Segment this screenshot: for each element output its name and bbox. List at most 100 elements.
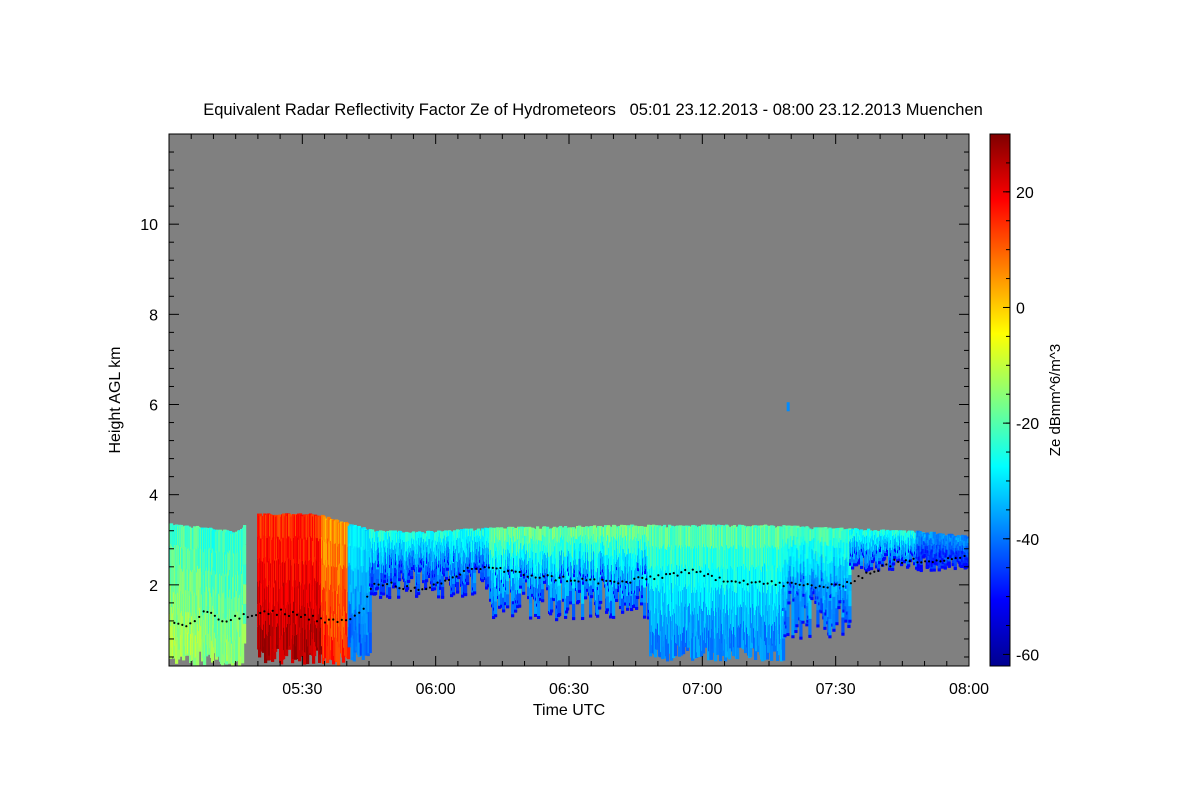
echo-cell (398, 563, 402, 572)
echo-cell (388, 565, 392, 577)
echo-cell (898, 550, 902, 556)
echo-cell (786, 598, 790, 617)
echo-edge-cell (624, 602, 628, 606)
echo-cell (502, 597, 506, 612)
echo-cell (828, 600, 832, 620)
echo-edge-cell (900, 563, 904, 567)
echo-cell (786, 616, 790, 636)
echo-cell (235, 639, 239, 661)
echo-cell (808, 600, 812, 619)
echo-edge-cell (529, 616, 533, 620)
echo-edge-cell (562, 598, 566, 602)
echo-cell (916, 557, 920, 564)
echo-edge-cell (795, 624, 799, 628)
echo-cell (697, 635, 701, 658)
echo-cell (891, 563, 895, 570)
echo-cell (572, 603, 576, 620)
echo-edge-cell (794, 630, 798, 634)
echo-edge-cell (422, 580, 426, 584)
echo-edge-cell (417, 592, 421, 596)
echo-cell (473, 583, 477, 594)
echo-cell (853, 553, 857, 560)
echo-edge-cell (415, 594, 419, 598)
echo-cell (512, 590, 516, 604)
echo-cell (397, 586, 401, 598)
echo-edge-cell (457, 576, 461, 580)
echo-cell (406, 579, 410, 589)
echo-edge-cell (380, 591, 384, 595)
echo-edge-cell (370, 592, 374, 596)
echo-cell (473, 572, 477, 584)
echo-cell (431, 580, 435, 591)
echo-cell (527, 586, 531, 599)
echo-cell (643, 572, 647, 588)
echo-edge-cell (870, 567, 874, 571)
echo-edge-cell (425, 579, 429, 583)
echo-cell (534, 601, 538, 616)
echo-edge-cell (612, 615, 616, 619)
echo-cell (799, 620, 803, 639)
echo-cell (702, 632, 706, 654)
echo-cell (844, 606, 848, 622)
echo-edge-cell (383, 580, 387, 584)
echo-cell (930, 560, 934, 567)
echo-edge-cell (915, 566, 919, 570)
echo-cell (615, 588, 619, 602)
echo-cell (578, 580, 582, 592)
echo-cell (243, 544, 247, 565)
echo-cell (271, 637, 275, 662)
echo-edge-cell (405, 588, 409, 592)
echo-cell (626, 595, 630, 610)
echo-cell (851, 561, 855, 569)
echo-cell (419, 563, 423, 570)
echo-cell (445, 571, 449, 579)
echo-cell (816, 610, 820, 627)
echo-cell (498, 594, 502, 608)
echo-cell (452, 573, 456, 584)
echo-cell (324, 635, 328, 659)
echo-edge-cell (898, 558, 902, 562)
echo-edge-cell (589, 614, 593, 618)
echo-edge-cell (531, 593, 535, 597)
echo-edge-cell (610, 613, 614, 617)
echo-cell (636, 574, 640, 587)
echo-cell (848, 559, 852, 576)
echo-cell (578, 569, 582, 581)
echo-cell (435, 576, 439, 586)
echo-edge-cell (518, 604, 522, 608)
echo-edge-cell (410, 576, 414, 580)
echo-cell (424, 579, 428, 590)
echo-cell (596, 601, 600, 617)
echo-edge-cell (885, 553, 889, 557)
echo-edge-cell (812, 591, 816, 595)
echo-cell (443, 560, 447, 569)
echo-edge-cell (832, 628, 836, 632)
echo-edge-cell (810, 597, 814, 601)
echo-edge-cell (791, 635, 795, 639)
echo-cell (828, 619, 832, 638)
echo-edge-cell (565, 610, 569, 614)
echo-cell (808, 618, 812, 637)
echo-cell (292, 634, 296, 660)
echo-cell (932, 564, 936, 571)
echo-edge-cell (783, 634, 787, 638)
echo-cell (489, 588, 493, 601)
echo-cell (494, 601, 498, 617)
echo-edge-cell (878, 561, 882, 565)
echo-cell (674, 634, 678, 657)
echo-edge-cell (904, 560, 908, 564)
echo-edge-cell (408, 572, 412, 576)
echo-cell (232, 641, 236, 664)
echo-edge-cell (564, 615, 568, 619)
echo-cell (398, 571, 402, 581)
echo-edge-cell (577, 600, 581, 604)
echo-cell (885, 551, 889, 556)
echo-edge-cell (511, 614, 515, 618)
echo-cell (801, 606, 805, 623)
echo-cell (243, 623, 247, 644)
echo-cell (763, 637, 767, 661)
echo-cell (937, 558, 941, 565)
echo-edge-cell (506, 605, 510, 609)
echo-cell (361, 638, 365, 660)
echo-edge-cell (516, 605, 520, 609)
